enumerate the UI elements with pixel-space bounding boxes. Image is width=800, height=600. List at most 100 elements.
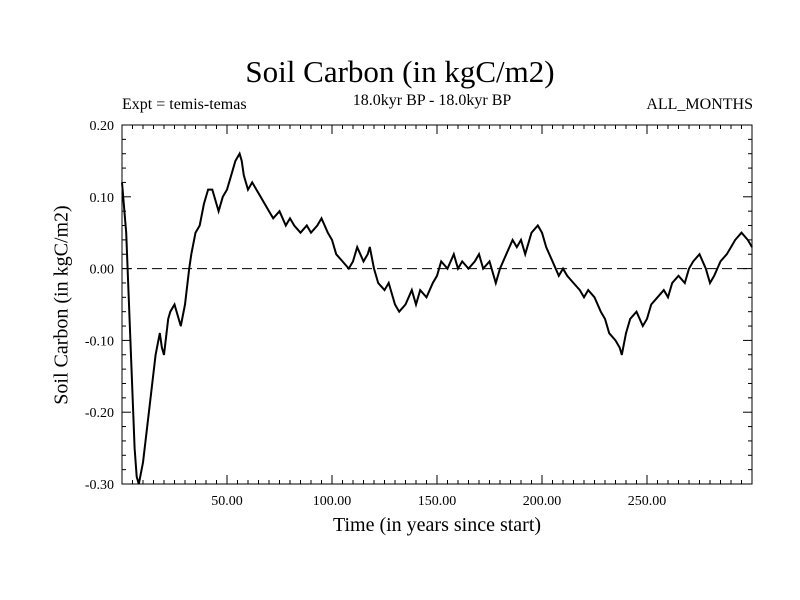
data-point [289,217,291,219]
data-point [642,325,644,327]
data-point [600,311,602,313]
data-point [226,189,228,191]
data-point [629,318,631,320]
data-point [161,346,163,349]
data-point [335,253,337,255]
data-point [251,181,253,184]
data-point [320,217,323,219]
data-point [199,224,201,227]
data-point [136,476,138,478]
data-point [619,346,621,349]
data-point [713,275,715,277]
data-point [299,232,302,234]
data-point [398,311,400,313]
data-point [692,260,694,263]
data-point [511,239,514,241]
data-point [222,196,224,198]
data-point [134,447,136,449]
data-point [667,296,669,298]
data-point [562,268,564,270]
data-point [125,232,127,234]
data-point [461,260,463,263]
data-point [635,311,638,313]
data-point [604,318,606,320]
data-point [310,232,312,234]
data-point [129,339,131,341]
data-point [551,260,554,263]
data-point [495,282,497,284]
data-point [316,224,318,227]
data-point [579,289,581,291]
data-point [411,289,413,291]
data-point [436,275,438,277]
data-point [614,339,617,341]
data-point [404,303,407,306]
data-point [705,268,707,270]
data-point [234,160,236,162]
data-point [327,232,329,234]
data-point [593,296,596,298]
y-tick-label: -0.10 [85,334,114,349]
y-tick-label: 0.10 [90,191,115,206]
data-point [194,232,197,234]
data-point [726,253,728,255]
data-point [121,181,123,184]
data-point [415,303,417,306]
x-tick-label: 250.00 [628,494,667,509]
data-point [625,332,627,334]
data-point [751,246,753,248]
y-tick-label: -0.30 [85,478,114,493]
data-point [747,239,749,241]
experiment-label: Expt = temis-temas [122,96,247,113]
plot-frame [121,124,753,485]
data-point [446,268,449,270]
data-point [541,232,543,234]
data-point [348,268,350,270]
data-point [646,318,648,320]
data-point [425,296,428,298]
data-point [218,210,220,212]
data-point [293,224,295,227]
chart-title: Soil Carbon (in kgC/m2) [245,54,555,89]
data-point [457,268,459,270]
data-point [621,354,623,356]
x-tick-label: 100.00 [313,494,352,509]
x-tick-label: 200.00 [523,494,562,509]
data-point [142,461,144,464]
data-point [499,268,501,270]
data-point [467,268,470,270]
data-point [155,354,157,356]
data-point [243,174,245,176]
data-point [356,246,358,248]
data-point [255,189,257,191]
data-point [146,425,148,428]
data-point [241,160,243,162]
data-point [587,289,589,291]
data-point [488,260,491,263]
data-point [215,203,218,205]
data-point [285,224,287,227]
data-point [383,289,386,291]
data-point [677,275,680,277]
data-point [583,296,585,298]
data-point [545,246,547,248]
data-point [159,332,161,334]
series-points [121,153,753,485]
data-point [709,282,711,284]
data-point [341,260,344,263]
data-point [663,289,665,291]
data-point [150,390,152,392]
data-point [230,174,232,176]
axis-ticks [122,124,752,485]
data-point [173,303,176,306]
data-point [260,196,262,198]
y-tick-label: 0.00 [90,263,115,278]
data-point [650,303,652,306]
data-point [331,239,333,241]
data-point [516,246,518,248]
data-point [558,275,560,277]
x-axis-label: Time (in years since start) [332,514,542,536]
data-point [373,268,375,270]
data-point [394,303,396,306]
